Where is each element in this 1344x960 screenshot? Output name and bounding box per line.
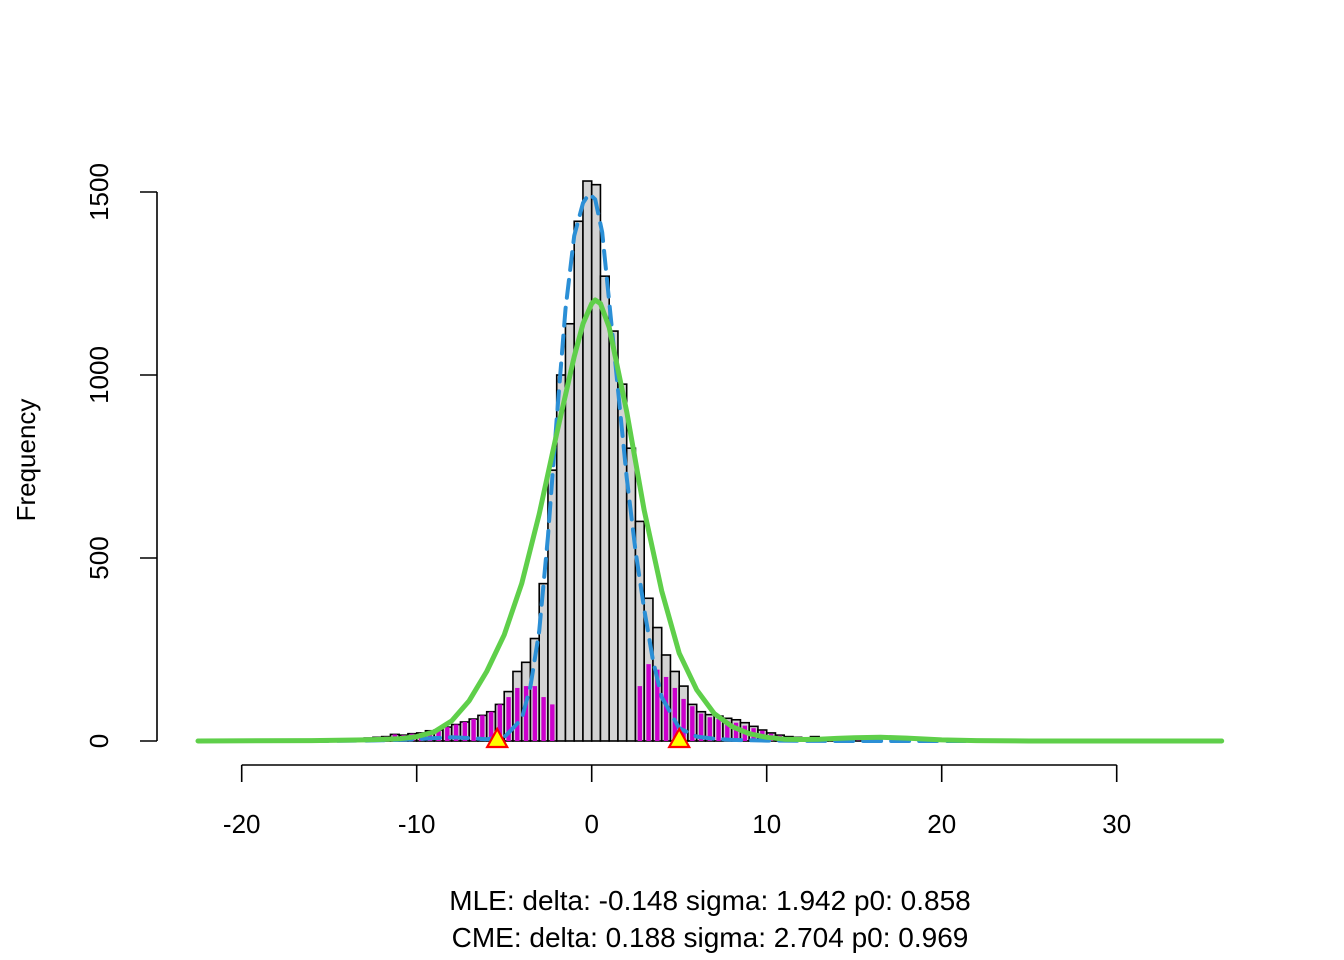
histogram-bar xyxy=(599,275,611,742)
null-bar xyxy=(681,698,686,741)
threshold-marker xyxy=(485,726,510,749)
null-bar xyxy=(523,686,529,741)
y-tick-label: 500 xyxy=(84,536,114,579)
null-bar xyxy=(663,676,669,741)
null-bar xyxy=(515,687,520,741)
null-bar xyxy=(506,697,511,741)
null-bar xyxy=(637,686,643,741)
null-bar xyxy=(497,704,503,741)
cme-curve xyxy=(195,297,1225,744)
null-bar xyxy=(488,711,494,741)
null-bar xyxy=(725,720,730,741)
annotation-mle: MLE: delta: -0.148 sigma: 1.942 p0: 0.85… xyxy=(449,885,970,916)
y-tick-label: 1000 xyxy=(84,346,114,404)
null-bar xyxy=(698,713,704,741)
annotation-cme: CME: delta: 0.188 sigma: 2.704 p0: 0.969 xyxy=(452,922,969,953)
null-bar xyxy=(453,724,459,741)
x-tick-label: 10 xyxy=(752,809,781,839)
x-tick-label: -20 xyxy=(223,809,261,839)
x-tick-label: 20 xyxy=(927,809,956,839)
y-tick-label: 0 xyxy=(84,734,114,748)
null-bar xyxy=(733,722,739,741)
null-bar xyxy=(445,727,450,741)
threshold-markers xyxy=(485,726,692,749)
null-bar xyxy=(550,704,555,741)
null-bar xyxy=(646,664,651,741)
x-axis: -20 -10 0 10 20 30 xyxy=(223,764,1131,839)
threshold-marker xyxy=(667,726,692,749)
histogram-bar xyxy=(590,183,602,742)
histogram-bar xyxy=(573,220,584,742)
x-tick-label: -10 xyxy=(398,809,436,839)
null-bar xyxy=(436,730,441,741)
null-bar xyxy=(655,669,660,741)
x-tick-label: 0 xyxy=(584,809,598,839)
x-tick-label: 30 xyxy=(1102,809,1131,839)
null-bar xyxy=(462,721,468,741)
y-axis: 0 500 1000 1500 xyxy=(84,163,158,748)
null-bar xyxy=(690,706,695,741)
y-axis-label: Frequency xyxy=(11,399,41,522)
null-bar xyxy=(480,715,485,741)
null-bar xyxy=(471,719,476,741)
null-bar xyxy=(532,686,538,741)
histogram-bar xyxy=(582,180,593,742)
y-tick-label: 1500 xyxy=(84,163,114,221)
mle-curve xyxy=(196,191,1224,743)
null-bar xyxy=(427,730,433,741)
null-bar xyxy=(541,697,546,741)
density-curves xyxy=(195,191,1225,744)
null-bar xyxy=(672,687,678,741)
null-bar xyxy=(707,717,713,741)
null-bar xyxy=(716,719,721,741)
